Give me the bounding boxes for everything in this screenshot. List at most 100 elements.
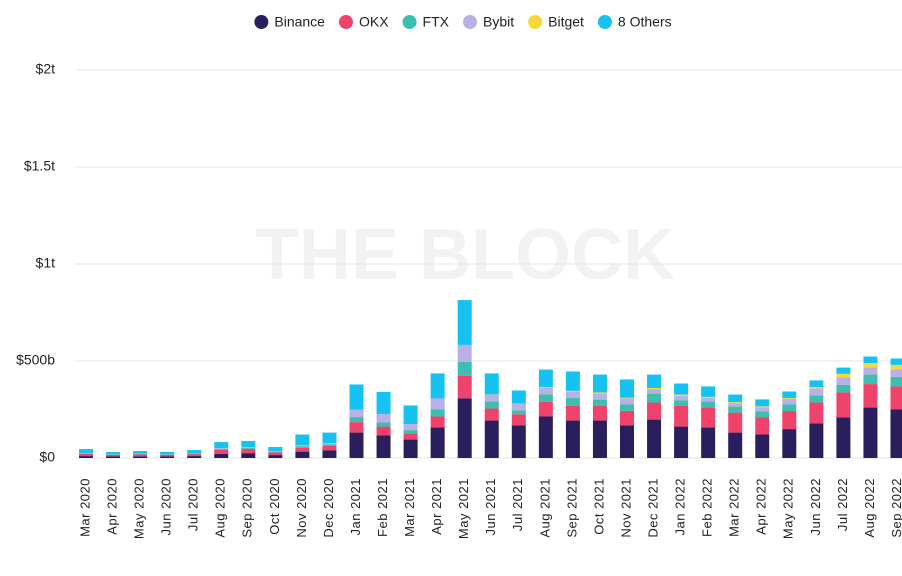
bar-segment [160, 451, 175, 455]
bar-segment [187, 453, 202, 455]
bar-segment [430, 398, 445, 410]
bar-segment [674, 400, 689, 406]
bar-segment [106, 456, 121, 458]
x-tick-label: Oct 2020 [267, 478, 282, 535]
bar-segment [620, 404, 634, 411]
legend-label: 8 Others [618, 14, 672, 30]
bar-segment [647, 387, 662, 390]
bar-segment [647, 374, 662, 388]
bar-segment [755, 411, 770, 418]
bar-segment [79, 453, 93, 457]
bar-segment [538, 416, 553, 458]
bar-segment [809, 402, 824, 424]
legend-label: OKX [359, 14, 389, 30]
bar-segment [268, 452, 283, 456]
bar-segment [674, 394, 689, 396]
bar-segment [890, 358, 902, 365]
y-tick-label: $1.5t [24, 158, 55, 174]
bar-segment [295, 447, 310, 452]
bar-segment [809, 395, 824, 403]
bar-segment [890, 376, 902, 387]
bar-segment [349, 432, 364, 458]
bar-segment [565, 390, 580, 392]
bar-segment [755, 406, 770, 408]
x-tick-label: Sep 2022 [889, 478, 902, 538]
bar-segment [430, 373, 445, 399]
bar-segment [701, 398, 716, 402]
x-tick-label: Aug 2022 [862, 478, 877, 538]
bar-segment [701, 407, 716, 428]
x-tick-label: Jul 2020 [186, 478, 201, 531]
bar-segment [349, 384, 364, 410]
bar-segment [620, 425, 634, 458]
bar-segment [890, 369, 902, 377]
x-tick-label: Aug 2020 [213, 478, 228, 538]
bar-segment [322, 443, 337, 445]
bar-segment [728, 432, 743, 458]
bar-segment [809, 380, 824, 387]
bar-segment [863, 363, 878, 368]
x-tick-label: Mar 2022 [727, 478, 742, 537]
bar-segment [187, 450, 202, 454]
bar-segment [268, 446, 283, 452]
bar-segment [809, 423, 824, 458]
legend-label: Bybit [483, 14, 514, 30]
legend-swatch [462, 15, 477, 29]
bar-segment [809, 386, 824, 389]
watermark: THE BLOCK [255, 215, 675, 295]
bar-segment [565, 420, 580, 458]
x-tick-label: Aug 2021 [537, 478, 552, 538]
bar-segment [241, 447, 256, 449]
x-tick-label: Jan 2022 [673, 478, 688, 536]
bar-segment [349, 409, 364, 418]
bar-segment [376, 422, 391, 427]
legend-label: FTX [423, 14, 450, 30]
bar-segment [647, 402, 662, 420]
bar-segment [376, 413, 391, 423]
x-tick-label: Mar 2021 [402, 478, 417, 537]
x-tick-label: Dec 2021 [645, 478, 660, 538]
x-tick-label: Dec 2020 [321, 478, 336, 538]
bar-segment [890, 364, 902, 370]
bar-segment [376, 392, 391, 414]
bar-segment [620, 410, 634, 426]
bar-segment [322, 432, 337, 444]
bar-segment [755, 407, 770, 412]
legend-swatch [254, 15, 269, 29]
x-tick-label: May 2022 [781, 478, 796, 539]
bar-segment [511, 403, 526, 411]
bar-segment [241, 440, 256, 448]
bar-segment [457, 344, 472, 362]
bar-segment [403, 439, 418, 458]
bar-segment [160, 454, 175, 457]
bar-segment [538, 387, 553, 395]
bar-segment [268, 455, 283, 458]
bar-segment [592, 392, 607, 394]
bar-segment [565, 405, 580, 421]
y-tick-label: $0 [39, 449, 55, 465]
bar-segment [728, 402, 743, 404]
bar-segment [511, 410, 526, 415]
bar-segment [457, 300, 472, 345]
bar-segment [890, 409, 902, 458]
bar-segment [268, 451, 283, 453]
bar-segment [79, 456, 93, 458]
bar-segment [592, 405, 607, 421]
bar-segment [592, 393, 607, 400]
bar-segment [106, 451, 121, 455]
x-tick-label: Jun 2022 [808, 478, 823, 536]
bar-segment [484, 394, 499, 402]
x-tick-label: Jun 2021 [483, 478, 498, 536]
bar-segment [241, 447, 256, 448]
bar-segment [403, 424, 418, 431]
bar-segment [511, 414, 526, 426]
bar-segment [295, 446, 310, 448]
x-tick-label: Jul 2021 [510, 478, 525, 531]
x-tick-label: Apr 2022 [754, 478, 769, 535]
bar-segment [376, 435, 391, 458]
bar-segment [592, 420, 607, 458]
bar-segment [511, 390, 526, 404]
bar-segment [592, 374, 607, 393]
bar-segment [403, 405, 418, 425]
